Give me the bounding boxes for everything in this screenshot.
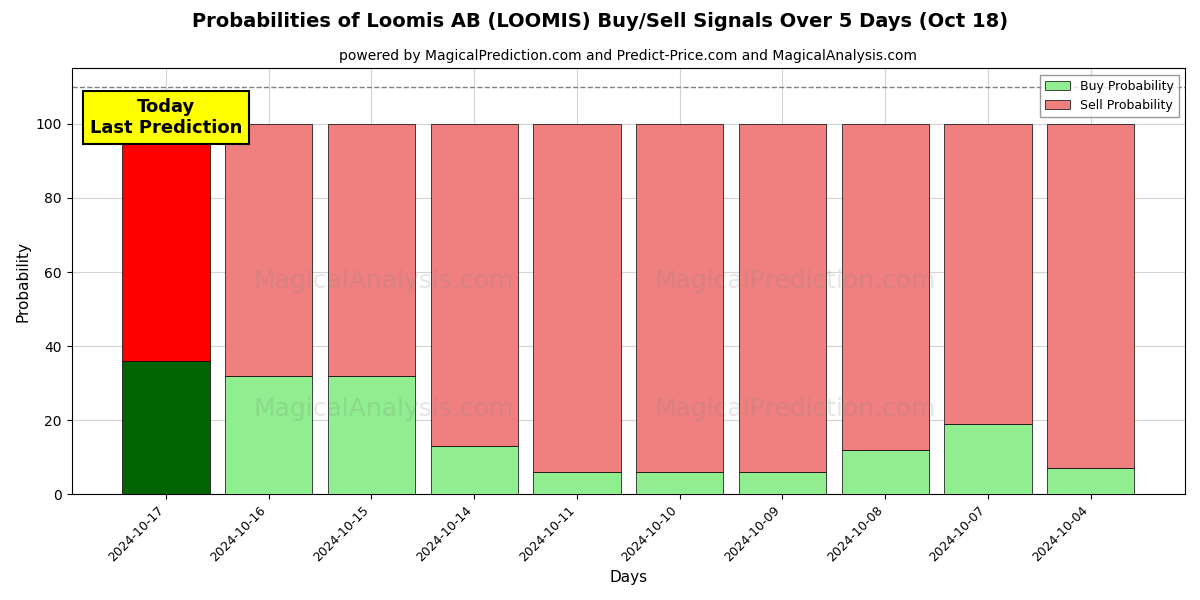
Text: MagicalPrediction.com: MagicalPrediction.com xyxy=(654,397,936,421)
Bar xyxy=(122,124,210,361)
Bar xyxy=(431,124,518,446)
Bar xyxy=(122,361,210,494)
Bar xyxy=(328,124,415,376)
Bar xyxy=(841,124,929,450)
Text: Probabilities of Loomis AB (LOOMIS) Buy/Sell Signals Over 5 Days (Oct 18): Probabilities of Loomis AB (LOOMIS) Buy/… xyxy=(192,12,1008,31)
Bar xyxy=(533,124,620,472)
Bar xyxy=(431,446,518,494)
Text: MagicalAnalysis.com: MagicalAnalysis.com xyxy=(253,269,514,293)
Bar xyxy=(944,424,1032,494)
Bar xyxy=(739,472,826,494)
Bar xyxy=(533,472,620,494)
Legend: Buy Probability, Sell Probability: Buy Probability, Sell Probability xyxy=(1040,74,1178,117)
Bar xyxy=(1048,469,1134,494)
Title: powered by MagicalPrediction.com and Predict-Price.com and MagicalAnalysis.com: powered by MagicalPrediction.com and Pre… xyxy=(340,49,917,63)
Bar xyxy=(739,124,826,472)
Text: MagicalAnalysis.com: MagicalAnalysis.com xyxy=(253,397,514,421)
Bar xyxy=(328,376,415,494)
Bar xyxy=(636,472,724,494)
Bar xyxy=(841,450,929,494)
Bar xyxy=(636,124,724,472)
Text: MagicalPrediction.com: MagicalPrediction.com xyxy=(654,269,936,293)
Bar xyxy=(1048,124,1134,469)
Bar xyxy=(226,124,312,376)
X-axis label: Days: Days xyxy=(610,570,647,585)
Bar xyxy=(226,376,312,494)
Bar xyxy=(944,124,1032,424)
Text: Today
Last Prediction: Today Last Prediction xyxy=(90,98,242,137)
Y-axis label: Probability: Probability xyxy=(16,241,30,322)
